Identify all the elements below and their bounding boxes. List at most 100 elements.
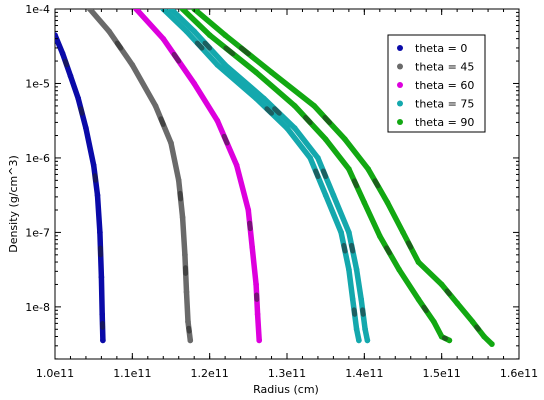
- segment-shade: [421, 304, 429, 314]
- data-point: [438, 281, 445, 288]
- legend-label: theta = 90: [415, 116, 474, 129]
- segment-shade: [194, 40, 205, 51]
- segment-shade: [78, 106, 85, 116]
- data-point: [489, 341, 495, 347]
- data-point: [415, 259, 422, 266]
- data-point: [152, 103, 159, 109]
- data-point: [361, 199, 368, 206]
- segment-shade: [202, 40, 213, 51]
- legend-marker: [397, 100, 403, 107]
- legend-label: theta = 45: [415, 61, 474, 74]
- data-point: [353, 266, 360, 273]
- data-point: [322, 136, 329, 143]
- data-point: [291, 103, 298, 109]
- segment-shade: [351, 307, 358, 317]
- data-point: [365, 166, 372, 172]
- series-line-3: [160, 9, 362, 344]
- x-tick-label: 1.4e11: [345, 367, 383, 380]
- data-point: [175, 177, 182, 184]
- data-point: [83, 125, 89, 131]
- data-point: [182, 251, 188, 258]
- segment-shade: [313, 168, 321, 180]
- data-point: [253, 69, 259, 76]
- data-point: [222, 32, 228, 38]
- data-point: [100, 337, 106, 344]
- segment-shade: [158, 116, 166, 127]
- data-point: [191, 28, 197, 35]
- data-point: [55, 32, 58, 38]
- data-point: [315, 155, 321, 161]
- data-point: [284, 125, 290, 131]
- segment-shade: [372, 178, 381, 189]
- x-axis-ticks: 1.0e11 1.1e11 1.2e11 1.3e11 1.4e11 1.5e11 1.6e…: [36, 9, 538, 380]
- data-point: [311, 103, 317, 109]
- data-point: [342, 136, 348, 143]
- legend-label: theta = 75: [415, 98, 474, 111]
- x-tick-label: 1.6e11: [500, 367, 538, 380]
- data-point: [291, 125, 298, 131]
- data-point: [256, 337, 263, 344]
- data-point: [245, 207, 252, 213]
- legend-label: theta = 60: [415, 79, 474, 92]
- y-axis-ticks: 1e-8 1e-7 1e-6 1e-5 1e-4: [25, 3, 519, 360]
- data-point: [187, 337, 194, 344]
- y-axis-label: Density (g/cm^3): [7, 155, 20, 253]
- data-point: [346, 229, 352, 236]
- x-tick-label: 1.1e11: [113, 367, 151, 380]
- segment-shade: [264, 106, 275, 116]
- data-point: [87, 9, 93, 12]
- data-point: [253, 95, 259, 102]
- plot-area: [54, 8, 520, 360]
- data-point: [99, 311, 105, 318]
- data-point: [106, 28, 112, 35]
- data-point: [481, 333, 488, 340]
- segment-shade: [247, 220, 253, 232]
- data-point: [191, 80, 197, 87]
- legend-marker: [397, 63, 403, 70]
- data-point: [454, 300, 460, 306]
- legend-box: [387, 34, 486, 133]
- data-point: [346, 166, 352, 172]
- segment-shade: [62, 59, 70, 68]
- segment-shade: [221, 133, 230, 146]
- data-point: [377, 233, 383, 239]
- segment-shade: [303, 115, 313, 126]
- segment-shade: [341, 242, 348, 254]
- segment-shade: [272, 106, 282, 116]
- data-point: [168, 9, 174, 12]
- y-tick-label: 1e-8: [25, 301, 50, 314]
- x-tick-label: 1.0e11: [36, 367, 74, 380]
- segment-shade: [238, 45, 251, 57]
- segment-shade: [405, 240, 414, 250]
- data-point: [396, 266, 402, 273]
- segment-shade: [360, 307, 366, 317]
- data-point: [94, 192, 101, 198]
- data-point: [59, 50, 66, 57]
- data-point: [268, 69, 275, 76]
- series-line-0: [55, 32, 106, 344]
- data-point: [222, 62, 228, 68]
- segment-shade: [171, 51, 182, 64]
- data-point: [362, 326, 368, 333]
- data-point: [261, 95, 267, 102]
- data-point: [179, 9, 186, 12]
- data-point: [307, 155, 314, 161]
- data-point: [330, 192, 337, 198]
- segment-shade: [114, 40, 124, 51]
- segment-shade: [441, 335, 449, 342]
- data-point: [214, 62, 221, 68]
- data-point: [97, 229, 103, 236]
- legend-marker: [397, 82, 403, 88]
- y-tick-label: 1e-7: [25, 226, 50, 239]
- data-point: [469, 319, 476, 325]
- data-point: [75, 95, 81, 102]
- data-point: [446, 337, 453, 344]
- data-point: [338, 229, 344, 236]
- data-point: [353, 326, 360, 333]
- data-point: [322, 192, 329, 198]
- legend: theta = 0 theta = 45 theta = 60 theta = 75 t…: [387, 34, 486, 133]
- segment-shade: [322, 115, 333, 126]
- data-point: [183, 28, 190, 35]
- y-tick-label: 1e-4: [25, 3, 50, 16]
